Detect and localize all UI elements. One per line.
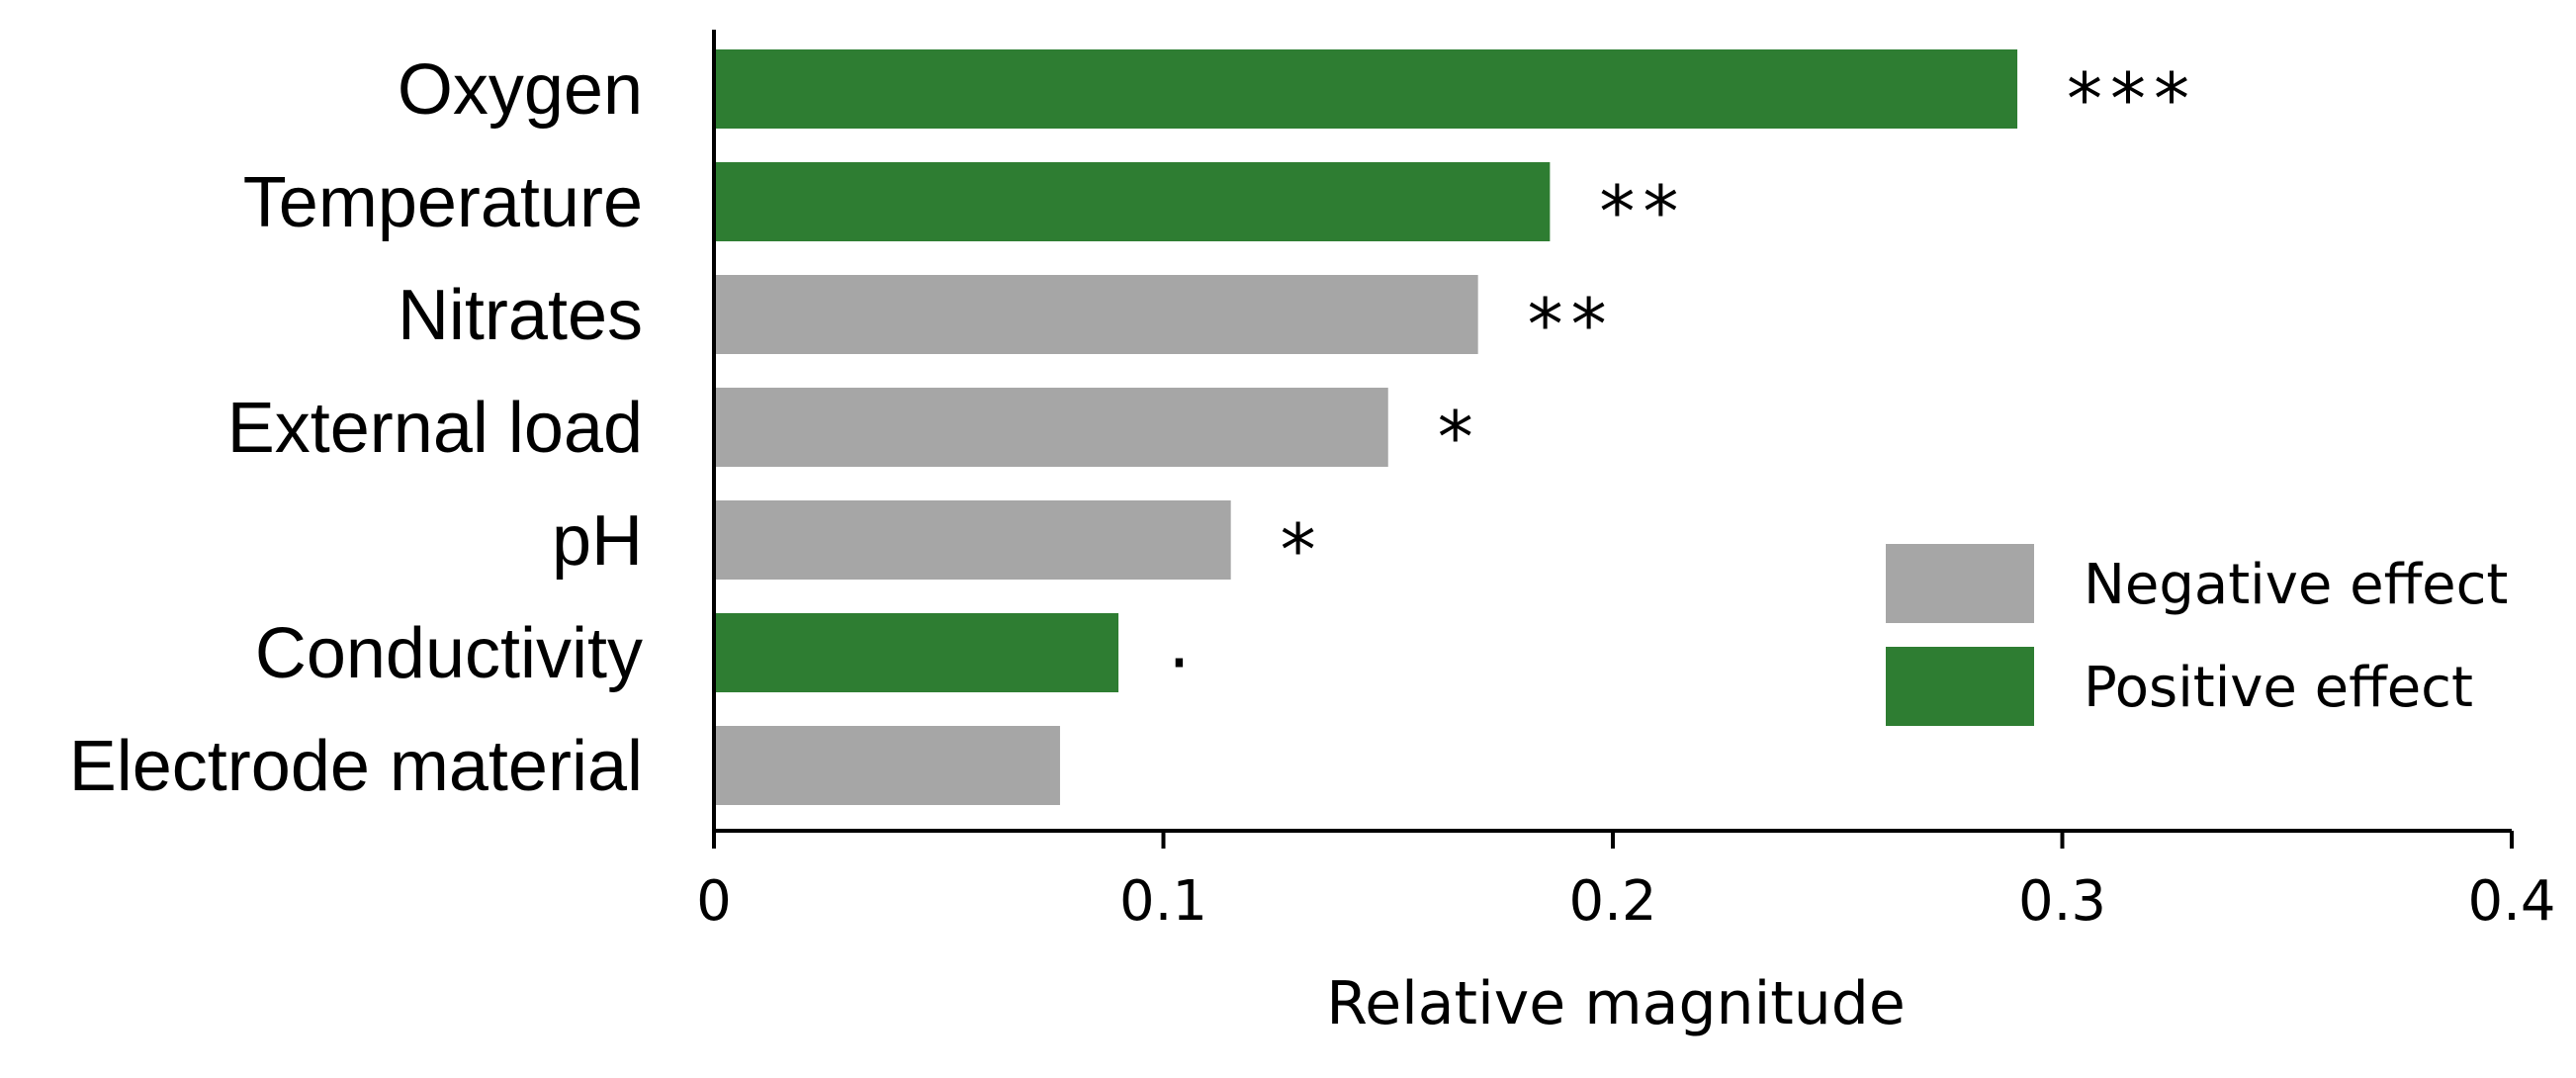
bar-electrode-material bbox=[714, 726, 1060, 805]
bar-ph bbox=[714, 500, 1231, 580]
legend-swatch-negative bbox=[1886, 544, 2034, 623]
category-label-ph: pH bbox=[552, 501, 643, 581]
bar-temperature bbox=[714, 162, 1551, 241]
x-tick-label: 0.1 bbox=[1119, 869, 1207, 934]
significance-label-ph: * bbox=[1281, 508, 1324, 591]
x-tick-label: 0 bbox=[696, 869, 732, 934]
bar-nitrates bbox=[714, 275, 1478, 354]
category-label-nitrates: Nitrates bbox=[398, 276, 643, 355]
x-tick-label: 0.3 bbox=[2018, 869, 2106, 934]
x-axis-title: Relative magnitude bbox=[1326, 969, 1906, 1038]
x-tick-label: 0.2 bbox=[1568, 869, 1656, 934]
significance-label-oxygen: *** bbox=[2067, 57, 2197, 140]
bar-conductivity bbox=[714, 613, 1119, 692]
legend-label-negative: Negative effect bbox=[2084, 553, 2508, 617]
bar-external-load bbox=[714, 388, 1388, 467]
bar-oxygen bbox=[714, 49, 2018, 129]
category-label-conductivity: Conductivity bbox=[255, 614, 643, 693]
x-tick-label: 0.4 bbox=[2467, 869, 2555, 934]
bars-layer bbox=[714, 49, 2018, 805]
category-label-external-load: External load bbox=[227, 389, 643, 468]
category-label-electrode-material: Electrode material bbox=[69, 727, 643, 806]
significance-label-conductivity: · bbox=[1168, 621, 1199, 704]
legend-label-positive: Positive effect bbox=[2084, 656, 2473, 720]
significance-label-temperature: ** bbox=[1599, 170, 1686, 253]
significance-label-nitrates: ** bbox=[1528, 283, 1615, 366]
axes-layer: 0 0.1 0.2 0.3 0.4 bbox=[696, 30, 2556, 934]
significance-label-external-load: * bbox=[1438, 396, 1481, 479]
legend: Negative effect Positive effect bbox=[1886, 544, 2508, 726]
labels-layer: Oxygen ***Temperature **Nitrates **External… bbox=[69, 50, 2197, 806]
category-label-oxygen: Oxygen bbox=[398, 50, 643, 130]
legend-swatch-positive bbox=[1886, 647, 2034, 726]
category-label-temperature: Temperature bbox=[243, 163, 643, 242]
